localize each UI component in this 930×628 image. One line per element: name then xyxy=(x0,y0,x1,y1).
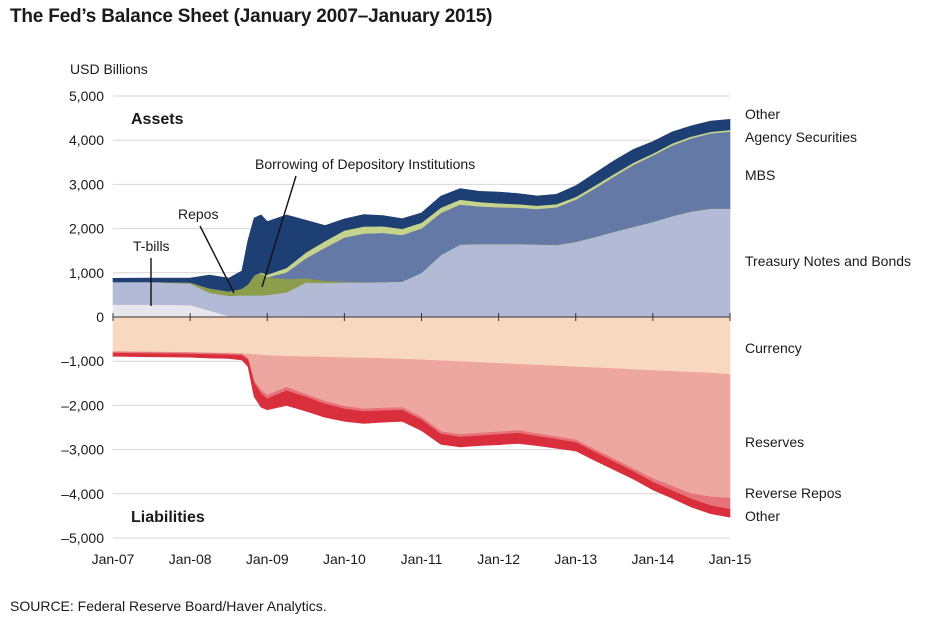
y-tick-label: 0 xyxy=(96,309,104,325)
annotation-repos-text: Repos xyxy=(178,206,218,222)
annotation-repos: Repos xyxy=(178,206,235,294)
y-tick-label: –2,000 xyxy=(61,397,104,413)
y-tick-label: –1,000 xyxy=(61,353,104,369)
y-axis-unit-label: USD Billions xyxy=(70,61,148,77)
x-tick-label: Jan-09 xyxy=(246,551,289,567)
chart-title: The Fed’s Balance Sheet (January 2007–Ja… xyxy=(10,6,493,27)
legend-label-currency: Currency xyxy=(745,340,802,356)
x-tick-label: Jan-08 xyxy=(169,551,212,567)
legend-label-treasury: Treasury Notes and Bonds xyxy=(745,253,911,269)
x-tick-label: Jan-15 xyxy=(709,551,752,567)
legend-label-agency-securities: Agency Securities xyxy=(745,129,857,145)
y-tick-label: –5,000 xyxy=(61,530,104,546)
annotation-tbills: T-bills xyxy=(133,238,170,306)
annotation-repos-leader xyxy=(199,225,235,294)
annotation-borrowing-text: Borrowing of Depository Institutions xyxy=(255,156,475,172)
legend-label-reserves: Reserves xyxy=(745,434,804,450)
legend-label-mbs: MBS xyxy=(745,167,775,183)
source-note: SOURCE: Federal Reserve Board/Haver Anal… xyxy=(10,598,327,614)
annotation-borrowing-leader xyxy=(261,175,297,288)
y-tick-label: 2,000 xyxy=(69,221,104,237)
x-tick-label: Jan-07 xyxy=(92,551,135,567)
legend-label-other-liabilities: Other xyxy=(745,508,780,524)
x-tick-label: Jan-14 xyxy=(631,551,674,567)
y-tick-label: –4,000 xyxy=(61,486,104,502)
legend-label-reverse-repos: Reverse Repos xyxy=(745,485,842,501)
legend-label-other-assets: Other xyxy=(745,106,780,122)
x-tick-label: Jan-12 xyxy=(477,551,520,567)
y-tick-label: 4,000 xyxy=(69,132,104,148)
y-tick-label: –3,000 xyxy=(61,442,104,458)
x-tick-label: Jan-11 xyxy=(401,551,443,567)
x-tick-label: Jan-13 xyxy=(554,551,597,567)
assets-section-label: Assets xyxy=(131,111,184,128)
area-series xyxy=(112,118,731,518)
annotation-borrowing: Borrowing of Depository Institutions xyxy=(255,156,475,288)
y-tick-label: 5,000 xyxy=(69,88,104,104)
liabilities-area-other xyxy=(112,352,731,518)
assets-area-other xyxy=(112,118,731,292)
tick-labels: 5,000 4,000 3,000 2,000 1,000 0 –1,000 –2,000 –3… xyxy=(61,88,751,567)
x-tick-label: Jan-10 xyxy=(323,551,366,567)
liabilities-section-label: Liabilities xyxy=(131,509,205,526)
y-tick-label: 3,000 xyxy=(69,176,104,192)
annotation-tbills-text: T-bills xyxy=(133,238,170,254)
y-tick-label: 1,000 xyxy=(69,265,104,281)
